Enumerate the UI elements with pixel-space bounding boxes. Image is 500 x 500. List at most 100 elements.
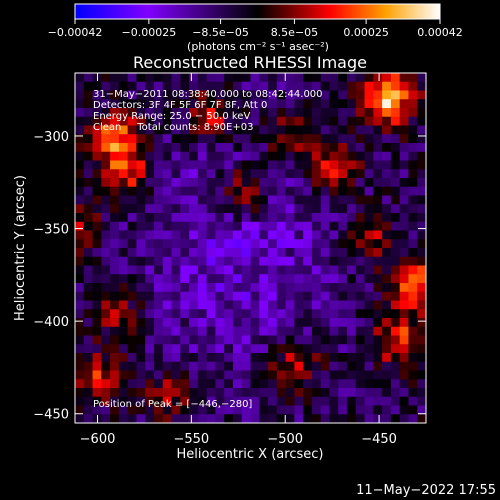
heatmap-cell	[145, 318, 155, 328]
heatmap-cell	[303, 213, 313, 223]
heatmap-cell	[110, 361, 120, 371]
heatmap-cell	[338, 318, 348, 328]
heatmap-cell	[136, 335, 146, 345]
heatmap-cell	[268, 379, 278, 389]
heatmap-cell	[118, 151, 129, 161]
heatmap-cell	[311, 309, 322, 319]
heatmap-cell	[268, 353, 278, 363]
heatmap-cell	[276, 73, 287, 83]
heatmap-cell	[232, 318, 243, 328]
heatmap-cell	[311, 405, 322, 415]
y-tick-label: −300	[33, 130, 69, 145]
heatmap-cell	[364, 143, 374, 153]
heatmap-cell	[364, 230, 374, 240]
heatmap-cell	[153, 405, 164, 415]
heatmap-cell	[241, 73, 251, 83]
heatmap-cell	[232, 344, 243, 354]
heatmap-cell	[241, 81, 251, 91]
heatmap-cell	[83, 204, 93, 214]
heatmap-cell	[215, 116, 225, 126]
heatmap-cell	[417, 370, 426, 380]
heatmap-cell	[232, 388, 243, 398]
heatmap-cell	[136, 265, 146, 275]
heatmap-cell	[136, 274, 146, 284]
heatmap-cell	[206, 370, 216, 380]
heatmap-cell	[189, 239, 199, 249]
heatmap-cell	[110, 195, 120, 205]
heatmap-cell	[83, 344, 93, 354]
heatmap-cell	[127, 143, 137, 153]
heatmap-cell	[417, 353, 426, 363]
heatmap-cell	[171, 396, 181, 406]
heatmap-cell	[215, 405, 225, 415]
heatmap-cell	[136, 195, 146, 205]
heatmap-cell	[320, 125, 330, 135]
heatmap-cell	[373, 414, 383, 423]
heatmap-cell	[382, 379, 392, 389]
heatmap-cell	[189, 143, 199, 153]
heatmap-cell	[408, 353, 418, 363]
heatmap-cell	[268, 178, 278, 188]
heatmap-cell	[417, 221, 426, 231]
heatmap-cell	[224, 108, 234, 118]
heatmap-cell	[250, 396, 260, 406]
heatmap-cell	[320, 108, 330, 118]
heatmap-cell	[127, 81, 137, 91]
heatmap-cell	[259, 353, 269, 363]
heatmap-cell	[276, 274, 287, 284]
heatmap-cell	[145, 160, 155, 170]
heatmap-cell	[110, 178, 120, 188]
heatmap-cell	[145, 344, 155, 354]
heatmap-cell	[145, 256, 155, 266]
heatmap-cell	[276, 151, 287, 161]
heatmap-cell	[189, 125, 199, 135]
heatmap-cell	[338, 353, 348, 363]
heatmap-cell	[145, 125, 155, 135]
heatmap-cell	[180, 230, 190, 240]
heatmap-cell	[206, 388, 216, 398]
heatmap-cell	[364, 335, 374, 345]
heatmap-cell	[417, 134, 426, 144]
heatmap-cell	[390, 361, 401, 371]
heatmap-cell	[259, 274, 269, 284]
heatmap-cell	[189, 178, 199, 188]
heatmap-cell	[268, 186, 278, 196]
heatmap-cell	[390, 309, 401, 319]
heatmap-cell	[171, 361, 181, 371]
heatmap-cell	[250, 160, 260, 170]
heatmap-cell	[110, 90, 120, 100]
heatmap-cell	[145, 90, 155, 100]
heatmap-cell	[294, 353, 304, 363]
heatmap-cell	[127, 116, 137, 126]
heatmap-cell	[408, 274, 418, 284]
heatmap-cell	[408, 414, 418, 423]
heatmap-cell	[250, 265, 260, 275]
heatmap-cell	[224, 248, 234, 258]
heatmap-cell	[268, 125, 278, 135]
heatmap-cell	[338, 256, 348, 266]
heatmap-cell	[294, 169, 304, 179]
heatmap-cell	[355, 230, 365, 240]
heatmap-cell	[347, 326, 357, 336]
heatmap-cell	[250, 239, 260, 249]
heatmap-cell	[276, 265, 287, 275]
heatmap-cell	[224, 239, 234, 249]
heatmap-cell	[303, 379, 313, 389]
heatmap-cell	[373, 195, 383, 205]
heatmap-cell	[268, 213, 278, 223]
heatmap-cell	[417, 256, 426, 266]
heatmap-cell	[303, 204, 313, 214]
heatmap-cell	[408, 125, 418, 135]
heatmap-cell	[75, 151, 85, 161]
heatmap-cell	[215, 265, 225, 275]
heatmap-cell	[250, 143, 260, 153]
heatmap-cell	[268, 256, 278, 266]
heatmap-cell	[259, 90, 269, 100]
heatmap-cell	[127, 370, 137, 380]
heatmap-cell	[373, 125, 383, 135]
heatmap-cell	[118, 256, 129, 266]
heatmap-cell	[364, 73, 374, 83]
heatmap-cell	[127, 309, 137, 319]
heatmap-cell	[276, 108, 287, 118]
heatmap-cell	[136, 134, 146, 144]
